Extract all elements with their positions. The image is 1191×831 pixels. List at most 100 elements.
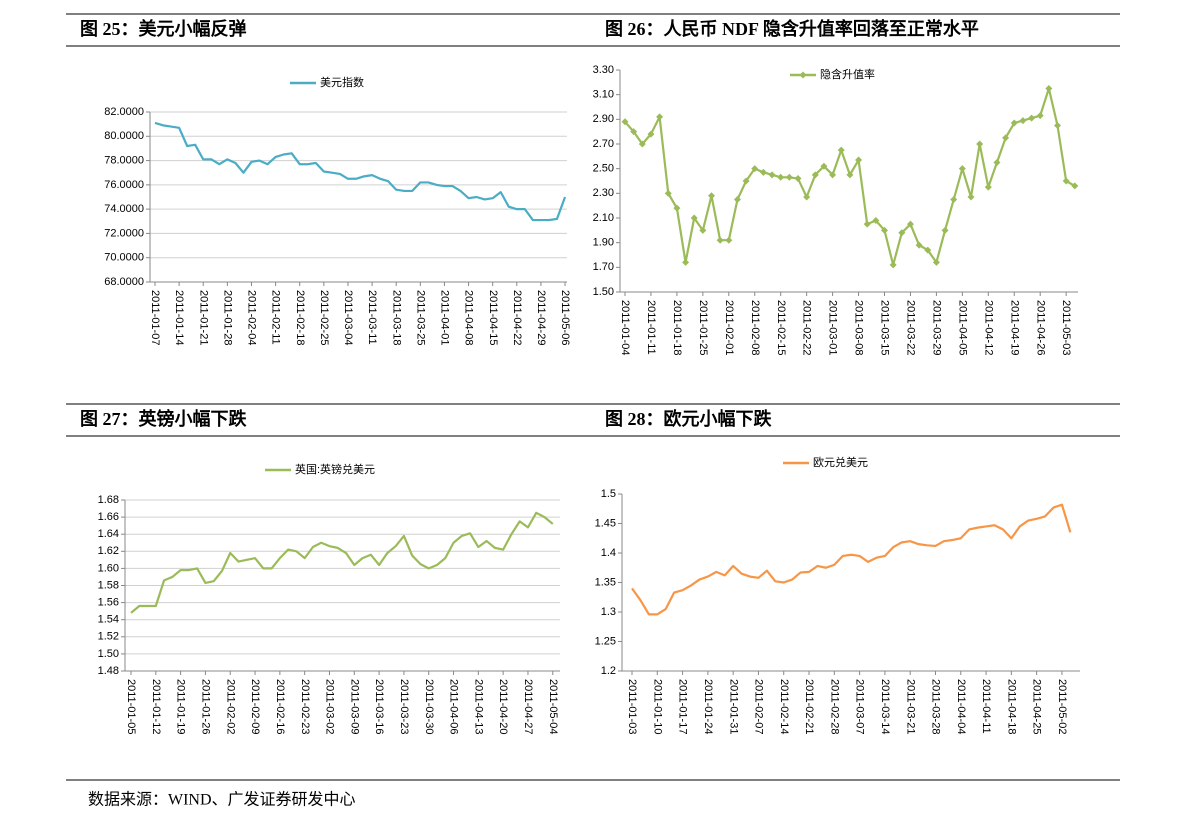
x-tick-label: 2011-03-29 bbox=[930, 300, 942, 355]
y-tick-label: 78.0000 bbox=[104, 154, 144, 166]
x-tick-label: 2011-01-19 bbox=[175, 679, 187, 734]
x-tick-label: 2011-04-19 bbox=[1008, 300, 1020, 355]
x-tick-label: 2011-03-28 bbox=[930, 679, 942, 734]
x-tick-label: 2011-04-13 bbox=[472, 679, 484, 734]
y-tick-label: 2.50 bbox=[593, 163, 614, 175]
x-tick-label: 2011-03-01 bbox=[827, 300, 839, 355]
x-tick-label: 2011-02-22 bbox=[801, 300, 813, 355]
y-tick-label: 2.90 bbox=[593, 113, 614, 125]
point-marker bbox=[699, 226, 707, 234]
point-marker bbox=[829, 171, 837, 179]
figure-caption: 图 25：美元小幅反弹 bbox=[80, 18, 247, 39]
x-tick-label: 2011-03-11 bbox=[366, 290, 378, 345]
point-marker bbox=[837, 146, 845, 154]
x-tick-label: 2011-04-01 bbox=[439, 290, 451, 345]
x-tick-label: 2011-02-04 bbox=[246, 290, 258, 345]
point-marker bbox=[950, 196, 958, 203]
point-marker bbox=[794, 175, 802, 183]
x-tick-label: 2011-01-07 bbox=[149, 290, 161, 345]
y-tick-label: 1.5 bbox=[601, 488, 616, 500]
point-marker bbox=[906, 220, 914, 228]
point-marker bbox=[673, 204, 681, 212]
y-tick-label: 82.0000 bbox=[104, 106, 144, 118]
x-tick-label: 2011-03-04 bbox=[342, 290, 354, 345]
point-marker bbox=[898, 229, 906, 237]
point-marker bbox=[1019, 117, 1027, 125]
point-marker bbox=[733, 196, 741, 203]
x-tick-label: 2011-02-23 bbox=[299, 679, 311, 734]
point-marker bbox=[690, 214, 698, 222]
point-marker bbox=[846, 171, 854, 179]
x-tick-label: 2011-03-09 bbox=[348, 679, 360, 734]
x-tick-label: 2011-04-29 bbox=[535, 290, 547, 345]
x-tick-label: 2011-04-22 bbox=[511, 290, 523, 345]
y-tick-label: 1.4 bbox=[601, 547, 616, 559]
x-tick-label: 2011-01-26 bbox=[200, 679, 212, 734]
x-tick-label: 2011-02-11 bbox=[270, 290, 282, 345]
x-tick-label: 2011-02-18 bbox=[294, 290, 306, 345]
y-tick-label: 1.3 bbox=[601, 606, 616, 618]
x-tick-label: 2011-01-28 bbox=[221, 290, 233, 345]
x-tick-label: 2011-04-18 bbox=[1005, 679, 1017, 734]
y-tick-label: 1.66 bbox=[98, 511, 119, 523]
x-tick-label: 2011-02-09 bbox=[249, 679, 261, 734]
x-tick-label: 2011-02-01 bbox=[723, 300, 735, 355]
point-marker bbox=[664, 189, 672, 197]
x-tick-label: 2011-05-04 bbox=[547, 679, 559, 734]
x-tick-label: 2011-01-04 bbox=[619, 300, 631, 355]
figure-caption: 图 27：英镑小幅下跌 bbox=[80, 408, 247, 429]
point-marker bbox=[889, 261, 897, 269]
y-tick-label: 1.50 bbox=[593, 286, 614, 298]
point-marker bbox=[777, 173, 785, 181]
x-tick-label: 2011-02-14 bbox=[778, 679, 790, 734]
y-tick-label: 1.64 bbox=[98, 528, 119, 540]
y-tick-label: 1.48 bbox=[98, 665, 119, 677]
point-marker bbox=[881, 226, 888, 234]
point-marker bbox=[647, 130, 655, 138]
x-tick-label: 2011-04-20 bbox=[497, 679, 509, 734]
legend-marker bbox=[799, 71, 807, 79]
y-tick-label: 1.58 bbox=[98, 579, 119, 591]
x-tick-label: 2011-04-25 bbox=[1031, 679, 1043, 734]
point-marker bbox=[1045, 85, 1053, 92]
point-marker bbox=[941, 226, 949, 234]
legend-label: 英国:英镑兑美元 bbox=[295, 462, 375, 476]
y-tick-label: 2.70 bbox=[593, 138, 614, 150]
point-marker bbox=[785, 173, 793, 181]
point-marker bbox=[967, 193, 975, 201]
figure-caption: 图 28：欧元小幅下跌 bbox=[605, 408, 772, 429]
x-tick-label: 2011-04-15 bbox=[487, 290, 499, 345]
x-tick-label: 2011-03-16 bbox=[373, 679, 385, 734]
x-tick-label: 2011-02-16 bbox=[274, 679, 286, 734]
x-tick-label: 2011-03-08 bbox=[853, 300, 865, 355]
x-tick-label: 2011-04-27 bbox=[522, 679, 534, 734]
point-marker bbox=[1010, 119, 1018, 127]
point-marker bbox=[1054, 122, 1061, 129]
point-marker bbox=[855, 156, 863, 164]
y-tick-label: 1.54 bbox=[98, 614, 119, 626]
y-tick-label: 1.90 bbox=[593, 237, 614, 249]
y-tick-label: 1.62 bbox=[98, 545, 119, 557]
point-marker bbox=[708, 192, 715, 200]
point-marker bbox=[915, 241, 923, 249]
x-tick-label: 2011-05-02 bbox=[1056, 679, 1068, 734]
x-tick-label: 2011-01-10 bbox=[651, 679, 663, 734]
x-tick-label: 2011-04-08 bbox=[463, 290, 475, 345]
point-marker bbox=[872, 216, 880, 224]
y-tick-label: 3.30 bbox=[593, 64, 614, 76]
x-tick-label: 2011-02-02 bbox=[224, 679, 236, 734]
x-tick-label: 2011-03-02 bbox=[324, 679, 336, 734]
point-marker bbox=[932, 258, 940, 266]
y-tick-label: 1.60 bbox=[98, 562, 119, 574]
x-tick-label: 2011-03-22 bbox=[905, 300, 917, 355]
series-line bbox=[154, 121, 567, 222]
point-marker bbox=[811, 171, 819, 179]
y-tick-label: 1.50 bbox=[98, 648, 119, 660]
y-tick-label: 74.0000 bbox=[104, 203, 144, 215]
x-tick-label: 2011-02-15 bbox=[775, 300, 787, 355]
x-tick-label: 2011-03-30 bbox=[423, 679, 435, 734]
y-tick-label: 3.10 bbox=[593, 89, 614, 101]
x-tick-label: 2011-04-12 bbox=[982, 300, 994, 355]
point-marker bbox=[716, 236, 724, 244]
